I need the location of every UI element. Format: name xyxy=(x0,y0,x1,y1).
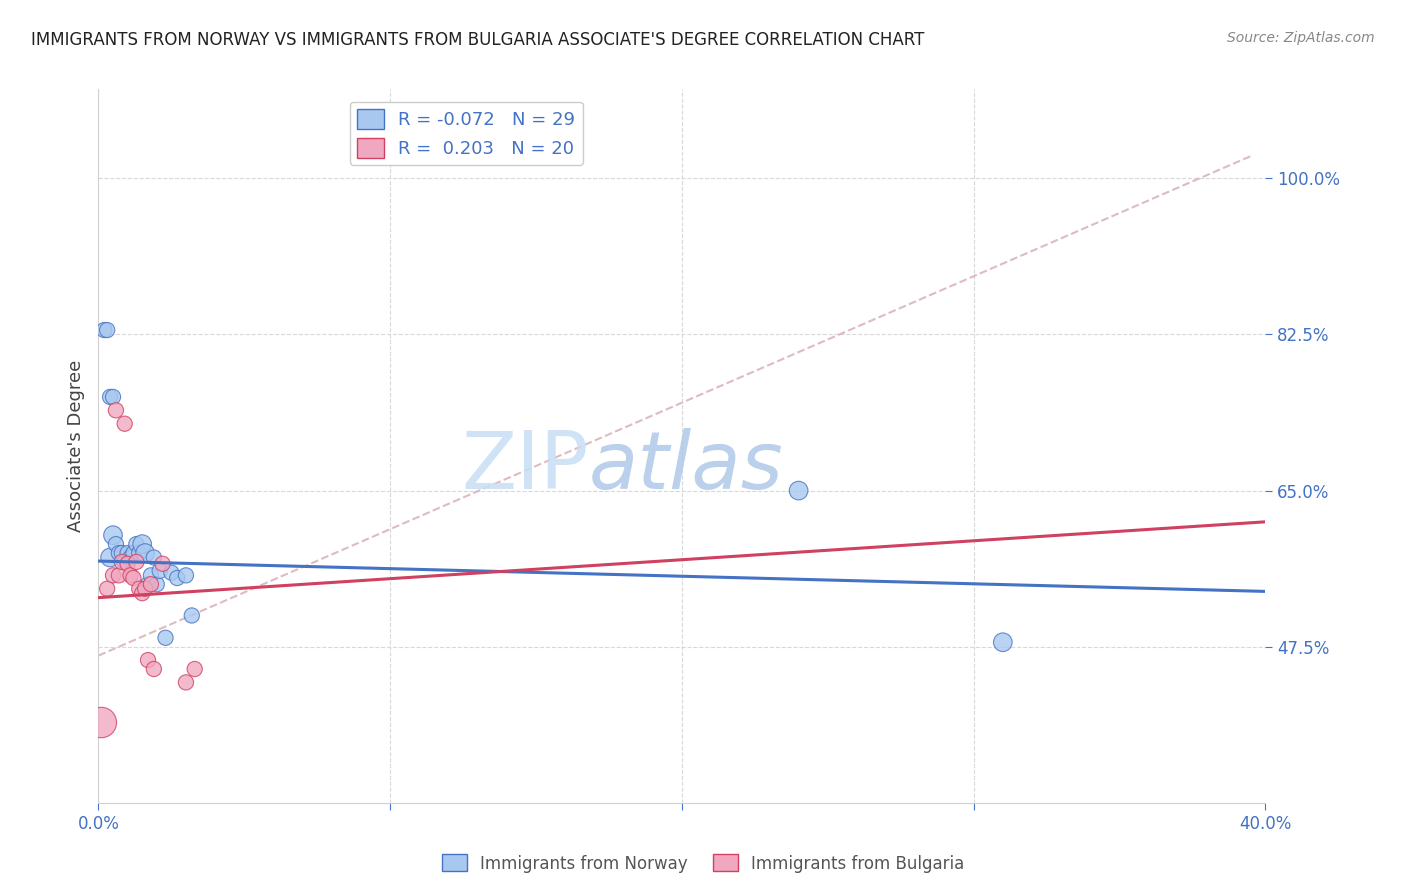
Point xyxy=(160,566,183,580)
Point xyxy=(142,550,165,565)
Point xyxy=(125,555,148,569)
Point xyxy=(136,653,159,667)
Point xyxy=(122,546,145,560)
Point xyxy=(787,483,810,498)
Point xyxy=(155,631,177,645)
Point xyxy=(90,715,112,730)
Point xyxy=(136,577,159,591)
Point xyxy=(114,555,136,569)
Point xyxy=(93,323,115,337)
Point xyxy=(152,557,174,571)
Point xyxy=(146,577,169,591)
Point xyxy=(991,635,1014,649)
Point xyxy=(131,537,153,551)
Point xyxy=(183,662,205,676)
Point xyxy=(134,582,156,596)
Point xyxy=(128,582,150,596)
Point xyxy=(149,564,172,578)
Text: Source: ZipAtlas.com: Source: ZipAtlas.com xyxy=(1227,31,1375,45)
Legend: R = -0.072   N = 29, R =  0.203   N = 20: R = -0.072 N = 29, R = 0.203 N = 20 xyxy=(350,102,582,165)
Point xyxy=(139,568,162,582)
Point xyxy=(101,568,124,582)
Point xyxy=(96,323,118,337)
Text: atlas: atlas xyxy=(589,428,783,507)
Point xyxy=(174,568,197,582)
Point xyxy=(125,537,148,551)
Point xyxy=(120,568,142,582)
Point xyxy=(98,550,121,565)
Point xyxy=(180,608,202,623)
Y-axis label: Associate's Degree: Associate's Degree xyxy=(66,359,84,533)
Point xyxy=(104,537,127,551)
Point xyxy=(117,546,139,560)
Text: IMMIGRANTS FROM NORWAY VS IMMIGRANTS FROM BULGARIA ASSOCIATE'S DEGREE CORRELATIO: IMMIGRANTS FROM NORWAY VS IMMIGRANTS FRO… xyxy=(31,31,924,49)
Point xyxy=(166,571,188,585)
Point xyxy=(101,390,124,404)
Point xyxy=(120,550,142,565)
Text: ZIP: ZIP xyxy=(461,428,589,507)
Point xyxy=(108,546,131,560)
Point xyxy=(101,528,124,542)
Point xyxy=(98,390,121,404)
Point xyxy=(174,675,197,690)
Point xyxy=(139,577,162,591)
Point xyxy=(96,582,118,596)
Legend: Immigrants from Norway, Immigrants from Bulgaria: Immigrants from Norway, Immigrants from … xyxy=(434,847,972,880)
Point xyxy=(111,555,134,569)
Point xyxy=(131,586,153,600)
Point xyxy=(117,557,139,571)
Point xyxy=(114,417,136,431)
Point xyxy=(128,546,150,560)
Point xyxy=(134,546,156,560)
Point xyxy=(142,662,165,676)
Point xyxy=(111,546,134,560)
Point xyxy=(122,571,145,585)
Point xyxy=(104,403,127,417)
Point xyxy=(108,568,131,582)
